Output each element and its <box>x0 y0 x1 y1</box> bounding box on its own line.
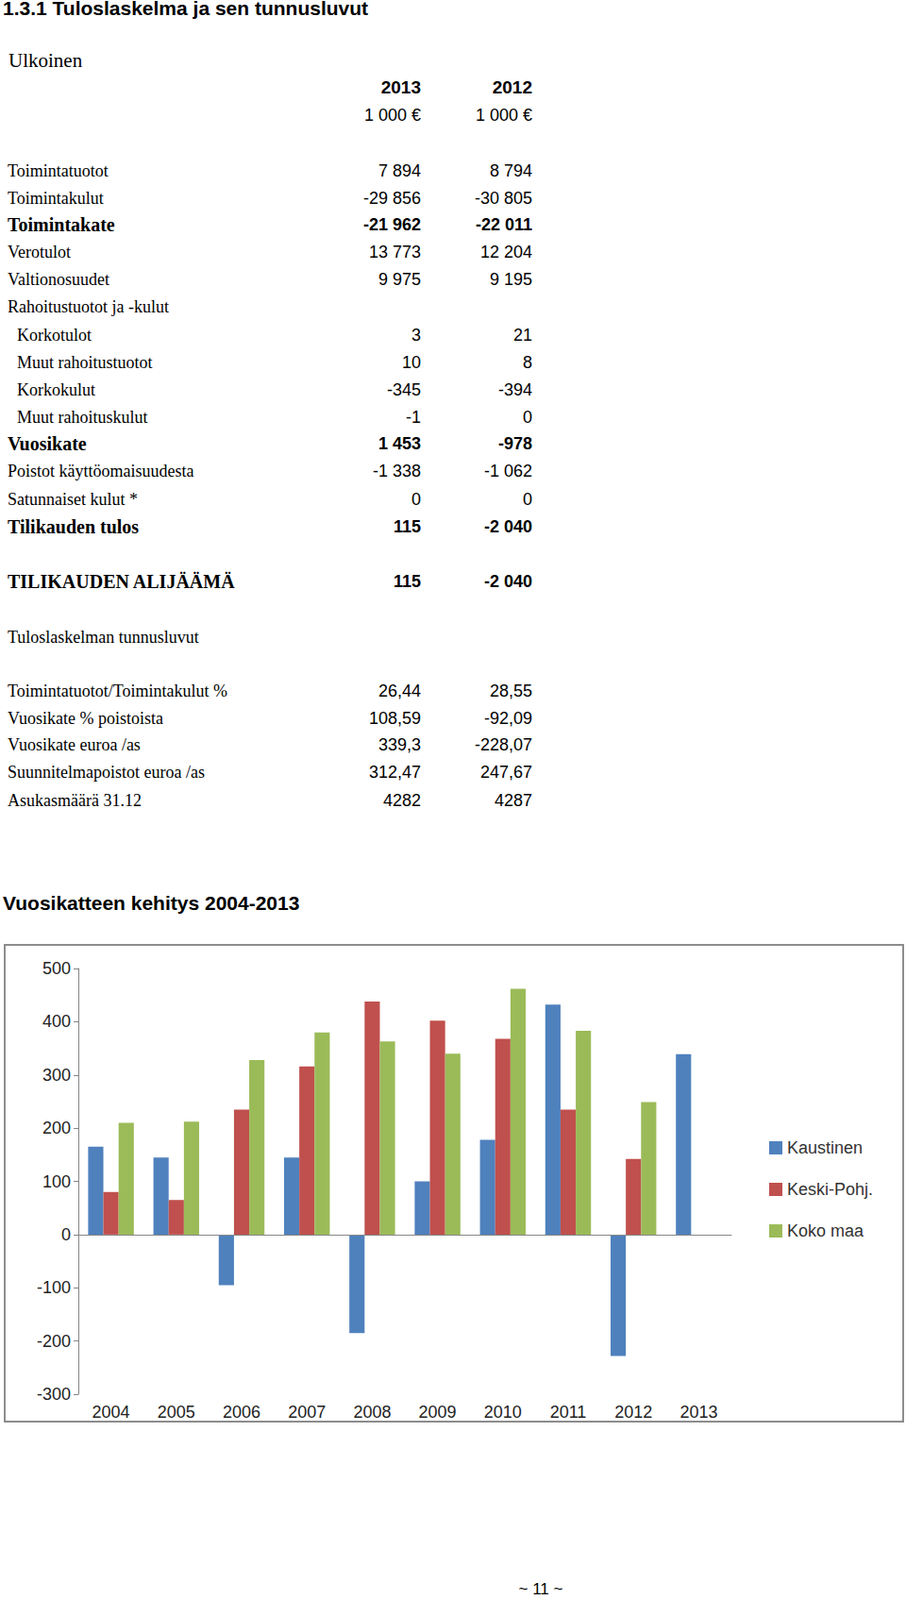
html-text:-2 040: -2 040 <box>484 517 533 537</box>
html-text:-978: -978 <box>498 434 533 453</box>
html-text:TILIKAUDEN ALIJÄÄMÄ: TILIKAUDEN ALIJÄÄMÄ <box>7 570 235 592</box>
html-text:~ 11 ~: ~ 11 ~ <box>518 1579 563 1598</box>
svg-text:400: 400 <box>42 1011 71 1031</box>
html-text:13 773: 13 773 <box>368 242 421 262</box>
html-text:-22 011: -22 011 <box>475 215 533 235</box>
html-text:12 204: 12 204 <box>480 242 533 262</box>
html-text:Vuosikate % poistoista: Vuosikate % poistoista <box>7 708 164 728</box>
html-text:Toimintakulut: Toimintakulut <box>7 188 104 208</box>
html-text:-21 962: -21 962 <box>363 215 421 235</box>
html-text:-1 338: -1 338 <box>372 461 421 481</box>
html-text:Toimintatuotot: Toimintatuotot <box>7 161 109 181</box>
svg-text:500: 500 <box>42 958 71 978</box>
html-text:-30 805: -30 805 <box>474 188 533 208</box>
html-text:3: 3 <box>411 325 421 345</box>
html-text:-29 856: -29 856 <box>363 188 421 208</box>
svg-text:2009: 2009 <box>419 1402 457 1421</box>
svg-text:2010: 2010 <box>484 1402 522 1421</box>
html-text:Vuosikate: Vuosikate <box>7 433 87 454</box>
html-text:312,47: 312,47 <box>368 762 421 782</box>
svg-text:-300: -300 <box>36 1384 71 1404</box>
html-text:10: 10 <box>402 352 421 372</box>
svg-text:2012: 2012 <box>614 1402 653 1421</box>
svg-text:Keski-Pohj.: Keski-Pohj. <box>787 1179 873 1199</box>
svg-text:2004: 2004 <box>92 1402 131 1421</box>
html-text:2013: 2013 <box>380 77 421 98</box>
html-text:-228,07: -228,07 <box>474 735 533 755</box>
html-text:247,67: 247,67 <box>480 762 533 782</box>
html-text:4282: 4282 <box>383 790 421 810</box>
html-text:Ulkoinen: Ulkoinen <box>8 49 83 72</box>
html-text:Toimintatuotot/Toimintakulut %: Toimintatuotot/Toimintakulut % <box>7 681 228 701</box>
svg-text:2005: 2005 <box>157 1402 196 1421</box>
svg-text:-200: -200 <box>36 1331 71 1351</box>
html-text:Valtionosuudet: Valtionosuudet <box>7 269 110 289</box>
svg-text:2013: 2013 <box>679 1402 718 1421</box>
html-text:115: 115 <box>393 517 421 537</box>
html-text:Muut rahoitustuotot: Muut rahoitustuotot <box>16 352 153 372</box>
html-text:0: 0 <box>522 407 533 427</box>
html-text:Vuosikate euroa /as: Vuosikate euroa /as <box>7 735 141 755</box>
svg-text:300: 300 <box>42 1065 71 1085</box>
html-text:Satunnaiset kulut *: Satunnaiset kulut * <box>7 489 138 509</box>
html-text:21: 21 <box>513 325 533 345</box>
html-text:Tuloslaskelman tunnusluvut: Tuloslaskelman tunnusluvut <box>7 627 200 647</box>
html-text:0: 0 <box>411 489 421 509</box>
html-text:0: 0 <box>522 489 533 509</box>
html-text:Muut rahoituskulut: Muut rahoituskulut <box>16 407 148 427</box>
html-text:9 975: 9 975 <box>378 269 421 289</box>
html-text:-2 040: -2 040 <box>484 571 533 591</box>
svg-text:2007: 2007 <box>287 1402 326 1421</box>
svg-text:0: 0 <box>61 1224 71 1244</box>
html-text:Suunnitelmapoistot euroa /as: Suunnitelmapoistot euroa /as <box>7 762 205 782</box>
html-text:1 000 €: 1 000 € <box>475 105 533 125</box>
html-text:4287: 4287 <box>494 790 533 810</box>
html-text:115: 115 <box>393 571 421 591</box>
html-text:7 894: 7 894 <box>378 161 421 181</box>
html-text:339,3: 339,3 <box>378 735 421 755</box>
html-text:-1 062: -1 062 <box>484 461 533 481</box>
html-text:Rahoitustuotot ja -kulut: Rahoitustuotot ja -kulut <box>7 297 169 317</box>
svg-text:2006: 2006 <box>222 1402 261 1421</box>
html-text:2012: 2012 <box>492 77 533 98</box>
html-text:Vuosikatteen kehitys 2004-2013: Vuosikatteen kehitys 2004-2013 <box>2 891 300 914</box>
html-text:Poistot käyttöomaisuudesta: Poistot käyttöomaisuudesta <box>7 461 194 481</box>
html-text:1 000 €: 1 000 € <box>364 105 421 125</box>
svg-text:200: 200 <box>42 1118 71 1138</box>
html-text:-394: -394 <box>498 380 533 400</box>
svg-text:Kaustinen: Kaustinen <box>787 1138 863 1158</box>
html-text:8 794: 8 794 <box>489 161 533 181</box>
svg-text:Koko maa: Koko maa <box>787 1221 865 1241</box>
html-text:Toimintakate: Toimintakate <box>7 214 115 235</box>
html-text:-345: -345 <box>386 380 421 400</box>
html-text:Asukasmäärä 31.12: Asukasmäärä 31.12 <box>7 790 142 810</box>
html-text:Tilikauden tulos: Tilikauden tulos <box>7 516 139 537</box>
html-text:-1: -1 <box>405 407 421 427</box>
html-text:26,44: 26,44 <box>378 681 421 701</box>
html-text:Korkokulut: Korkokulut <box>16 380 96 400</box>
html-text:8: 8 <box>522 352 533 372</box>
html-text:9 195: 9 195 <box>489 269 533 289</box>
svg-text:-100: -100 <box>36 1277 71 1297</box>
html-text:28,55: 28,55 <box>489 681 533 701</box>
html-text:-92,09: -92,09 <box>484 708 533 728</box>
svg-text:2008: 2008 <box>352 1402 391 1421</box>
html-text:1 453: 1 453 <box>378 434 421 453</box>
html-text:Verotulot: Verotulot <box>7 242 71 262</box>
html-text:108,59: 108,59 <box>368 708 421 728</box>
html-text:Korkotulot: Korkotulot <box>16 325 92 345</box>
svg-text:2011: 2011 <box>550 1402 588 1421</box>
svg-text:100: 100 <box>42 1172 71 1192</box>
